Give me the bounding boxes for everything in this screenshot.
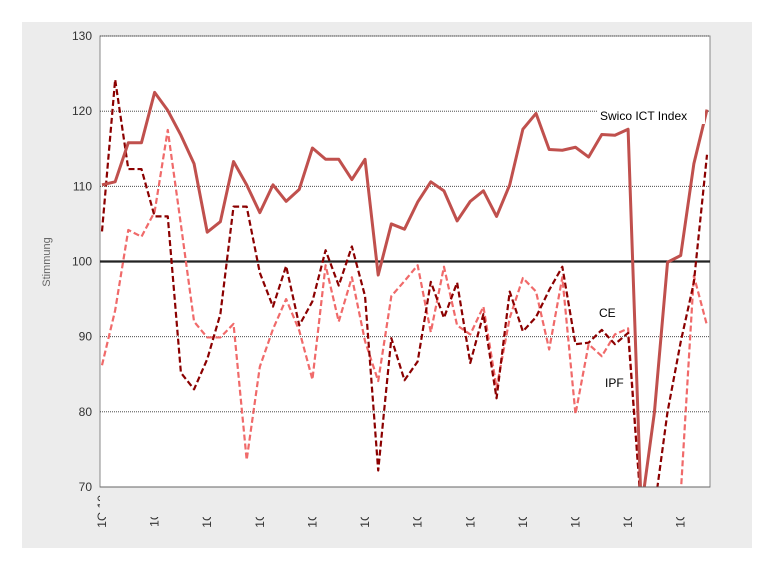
series-labels: Swico ICT Index CE IPF: [596, 108, 705, 391]
y-tick-label: 70: [79, 480, 93, 494]
series-line-ipf: [100, 128, 709, 511]
series-line-ce: [100, 78, 709, 511]
y-tick-label: 120: [72, 104, 92, 118]
y-tick-label: 110: [73, 179, 92, 193]
series-label-swico-ict-index: Swico ICT Index: [600, 109, 687, 123]
y-tick-label: 100: [72, 255, 92, 269]
y-tick-label: 80: [79, 405, 93, 419]
series-label-ce: CE: [599, 306, 616, 320]
series-label-bg: [602, 375, 629, 391]
y-tick-label: 90: [79, 330, 93, 344]
series-lines: [100, 78, 710, 517]
y-axis-label: Stimmung: [41, 237, 53, 287]
y-axis-ticks: 70 80 90 100 110 120 130: [72, 29, 92, 494]
series-label-bg: [597, 108, 705, 124]
series-line-swico-ict-index: [101, 90, 709, 512]
series-label-bg: [596, 305, 616, 321]
clip-mask: [100, 487, 710, 517]
series-label-ipf: IPF: [605, 376, 624, 390]
y-tick-label: 130: [72, 29, 92, 43]
